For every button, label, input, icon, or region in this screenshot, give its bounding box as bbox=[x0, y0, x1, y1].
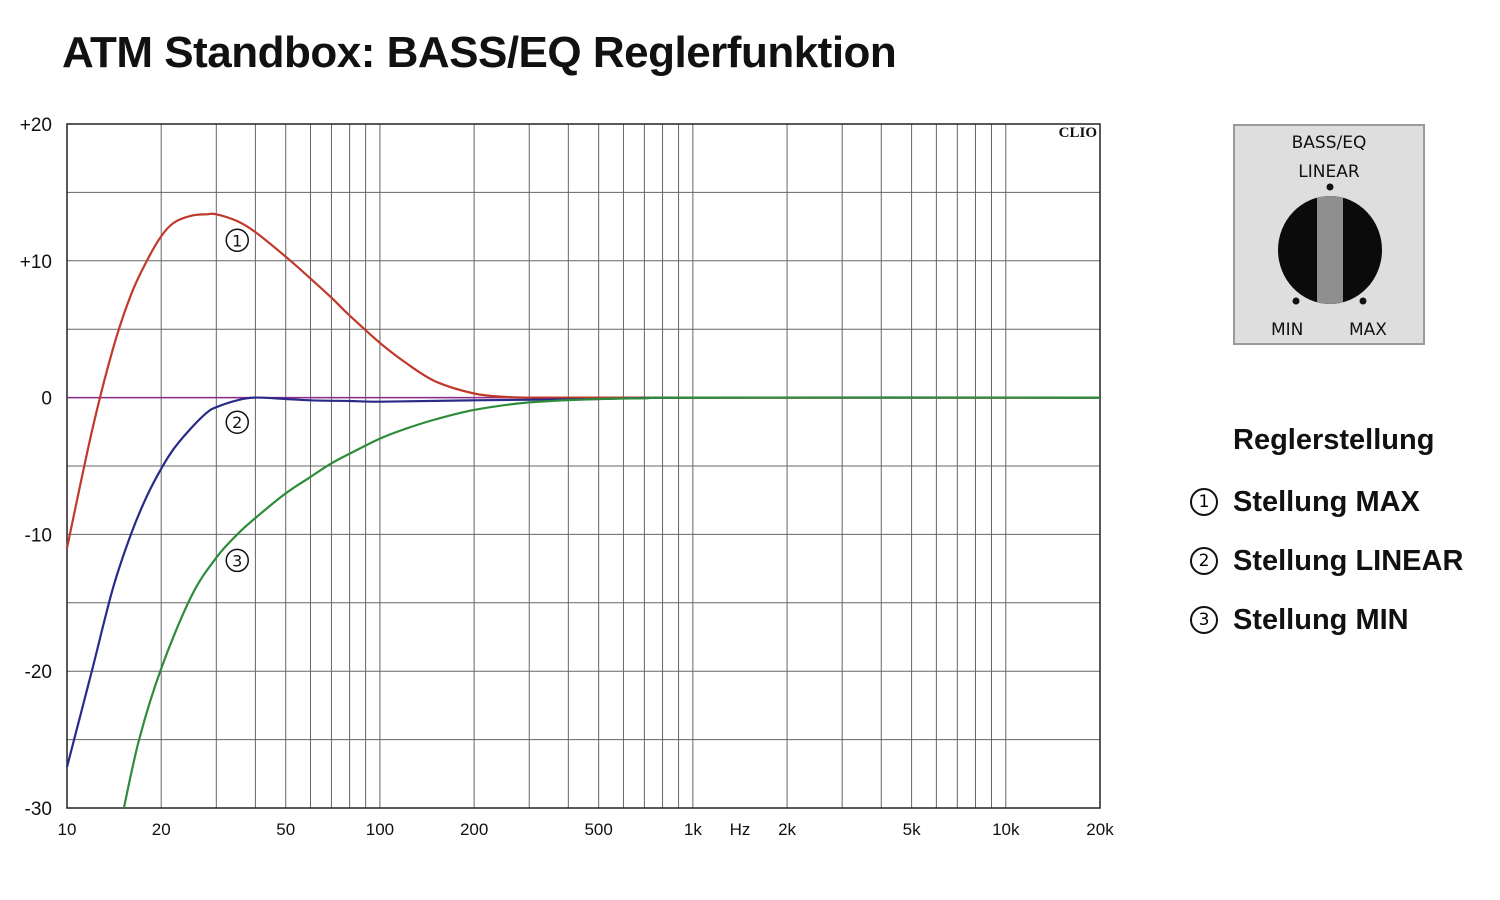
curve-marker-number: 3 bbox=[232, 551, 242, 570]
x-axis-label: Hz bbox=[730, 820, 751, 839]
bass-eq-knob[interactable] bbox=[1235, 126, 1423, 343]
knob-min-label: MIN bbox=[1271, 320, 1304, 340]
curve-marker-1: 1 bbox=[225, 228, 250, 253]
y-tick-label: 0 bbox=[41, 389, 52, 410]
knob-linear-label: LINEAR bbox=[1298, 162, 1360, 182]
series-max-curve bbox=[65, 212, 1100, 549]
x-tick-label: 2k bbox=[778, 820, 796, 839]
knob-min-dot bbox=[1292, 297, 1300, 305]
x-tick-label: 20k bbox=[1086, 820, 1114, 839]
legend-label-max: Stellung MAX bbox=[1233, 485, 1420, 518]
legend-marker-1: 1 bbox=[1190, 488, 1218, 516]
knob-linear-dot bbox=[1326, 183, 1334, 191]
curve-marker-3: 3 bbox=[225, 548, 250, 573]
y-tick-label: -10 bbox=[25, 525, 52, 546]
chart-grid bbox=[66, 123, 1101, 809]
curve-marker-circle bbox=[225, 548, 250, 573]
chart-series: 1 2 3 bbox=[65, 212, 1101, 809]
x-tick-label: 50 bbox=[276, 820, 295, 839]
legend-marker-2: 2 bbox=[1190, 547, 1218, 575]
knob-max-label: MAX bbox=[1349, 320, 1387, 340]
curve-marker-number: 1 bbox=[232, 231, 242, 250]
bass-eq-knob-panel: BASS/EQ LINEAR MIN MAX bbox=[1233, 124, 1425, 345]
page-title: ATM Standbox: BASS/EQ Reglerfunktion bbox=[62, 28, 897, 77]
curve-marker-number: 2 bbox=[232, 413, 242, 432]
legend-title: Reglerstellung bbox=[1233, 424, 1435, 456]
y-tick-label: +20 bbox=[20, 115, 52, 136]
x-tick-label: 10k bbox=[992, 820, 1020, 839]
knob-grip bbox=[1317, 196, 1343, 304]
x-tick-label: 1k bbox=[684, 820, 702, 839]
series-min-curve bbox=[122, 396, 1101, 809]
legend-item-max: 1 Stellung MAX bbox=[1190, 482, 1420, 522]
frequency-response-chart: +20 +10 0 -10 -20 -30 10 20 50 100 200 500 1k 2k 5k 10k… bbox=[20, 115, 1114, 839]
x-tick-label: 20 bbox=[152, 820, 171, 839]
legend-item-linear: 2 Stellung LINEAR bbox=[1190, 541, 1463, 581]
y-tick-label: -30 bbox=[25, 799, 52, 820]
plot-frame bbox=[66, 123, 1101, 809]
x-tick-label: 10 bbox=[58, 820, 77, 839]
series-linear-curve bbox=[65, 396, 1101, 768]
x-tick-label: 100 bbox=[366, 820, 394, 839]
legend-label-min: Stellung MIN bbox=[1233, 603, 1409, 636]
x-tick-label: 500 bbox=[584, 820, 612, 839]
y-tick-label: +10 bbox=[20, 252, 52, 273]
chart-axes: +20 +10 0 -10 -20 -30 10 20 50 100 200 500 1k 2k 5k 10k… bbox=[20, 115, 1114, 839]
clio-watermark: CLIO bbox=[1059, 125, 1097, 141]
curve-marker-2: 2 bbox=[225, 410, 250, 434]
x-tick-label: 5k bbox=[903, 820, 921, 839]
x-tick-label: 200 bbox=[460, 820, 488, 839]
curve-marker-circle bbox=[225, 410, 250, 434]
y-tick-label: -20 bbox=[25, 662, 52, 683]
legend-marker-3: 3 bbox=[1190, 606, 1218, 634]
legend-label-linear: Stellung LINEAR bbox=[1233, 544, 1464, 577]
curve-marker-circle bbox=[225, 228, 250, 253]
legend-item-min: 3 Stellung MIN bbox=[1190, 600, 1409, 640]
knob-max-dot bbox=[1359, 297, 1367, 305]
knob-title: BASS/EQ bbox=[1291, 133, 1367, 153]
